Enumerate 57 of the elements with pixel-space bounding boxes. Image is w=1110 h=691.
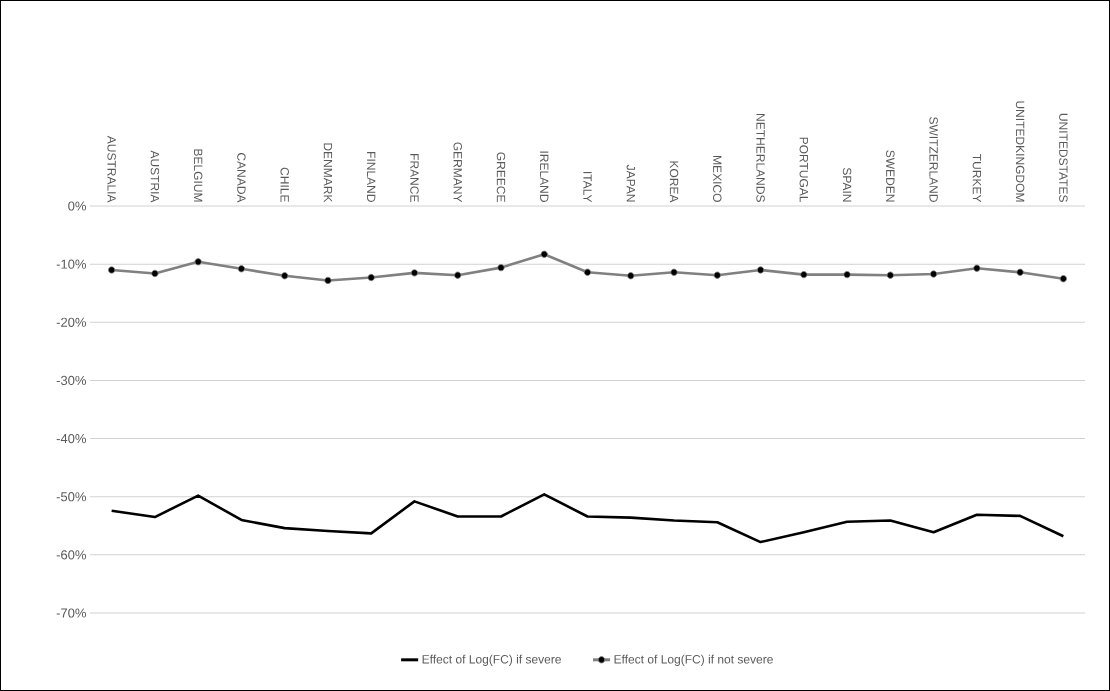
point [713, 271, 721, 279]
y-tick-label: -40% [56, 433, 87, 444]
point [151, 269, 159, 278]
point [756, 266, 765, 274]
point [367, 273, 375, 282]
point [843, 271, 851, 279]
point [800, 271, 808, 279]
point [1059, 275, 1067, 283]
point [670, 268, 678, 276]
point [410, 269, 419, 277]
x-tick-label: FINLAND [367, 152, 376, 202]
y-tick-label: -60% [56, 550, 87, 560]
x-tick-label: DENMARK [323, 143, 333, 203]
y-tick-label: 0% [68, 201, 87, 211]
point [497, 264, 505, 272]
x-tick-label: SWITZERLAND [929, 117, 938, 202]
point [237, 265, 246, 273]
x-tick-label: UNITEDSTATES [1059, 113, 1068, 202]
x-tick-label: FRANCE [410, 154, 419, 202]
point [1016, 268, 1024, 276]
x-tick-label: BELGIUM [193, 149, 203, 202]
point [930, 270, 938, 278]
point [973, 264, 981, 272]
legend-label: Effect of Log(FC) if not severe [614, 654, 773, 666]
point [627, 272, 635, 280]
y-tick-label: -50% [56, 492, 87, 502]
x-tick-label: CHILE [280, 167, 289, 202]
point [583, 268, 592, 276]
point [540, 250, 548, 258]
y-tick-label: -70% [56, 608, 87, 618]
point [886, 271, 894, 279]
x-tick-label: CANADA [237, 153, 246, 203]
x-tick-label: GREECE [496, 152, 506, 202]
x-tick-label: KOREA [669, 161, 679, 203]
x-tick-label: ITALY [583, 172, 592, 203]
x-tick-label: TURKEY [972, 154, 982, 203]
x-tick-label: PORTUGAL [799, 137, 809, 203]
x-tick-label: IRELAND [540, 151, 549, 202]
point [194, 258, 202, 266]
x-tick-label: MEXICO [713, 156, 722, 202]
x-tick-label: AUSTRIA [150, 150, 160, 203]
point [281, 272, 289, 280]
x-tick-label: GERMANY [453, 142, 462, 203]
legend-label: Effect of Log(FC) if severe [422, 654, 561, 666]
line-series [110, 493, 1065, 544]
x-tick-label: SWEDEN [886, 150, 895, 202]
point [454, 271, 462, 279]
y-tick-label: -30% [56, 375, 87, 386]
point [108, 266, 116, 274]
x-tick-label: SPAIN [842, 167, 852, 202]
y-tick-label: -20% [56, 317, 87, 327]
x-tick-label: UNITEDKINGDOM [1015, 101, 1025, 202]
x-tick-label: NETHERLANDS [756, 114, 765, 202]
x-tick-label: JAPAN [626, 164, 635, 202]
y-tick-label: -10% [56, 259, 87, 269]
point [324, 276, 332, 285]
x-tick-label: AUSTRALIA [107, 135, 116, 203]
